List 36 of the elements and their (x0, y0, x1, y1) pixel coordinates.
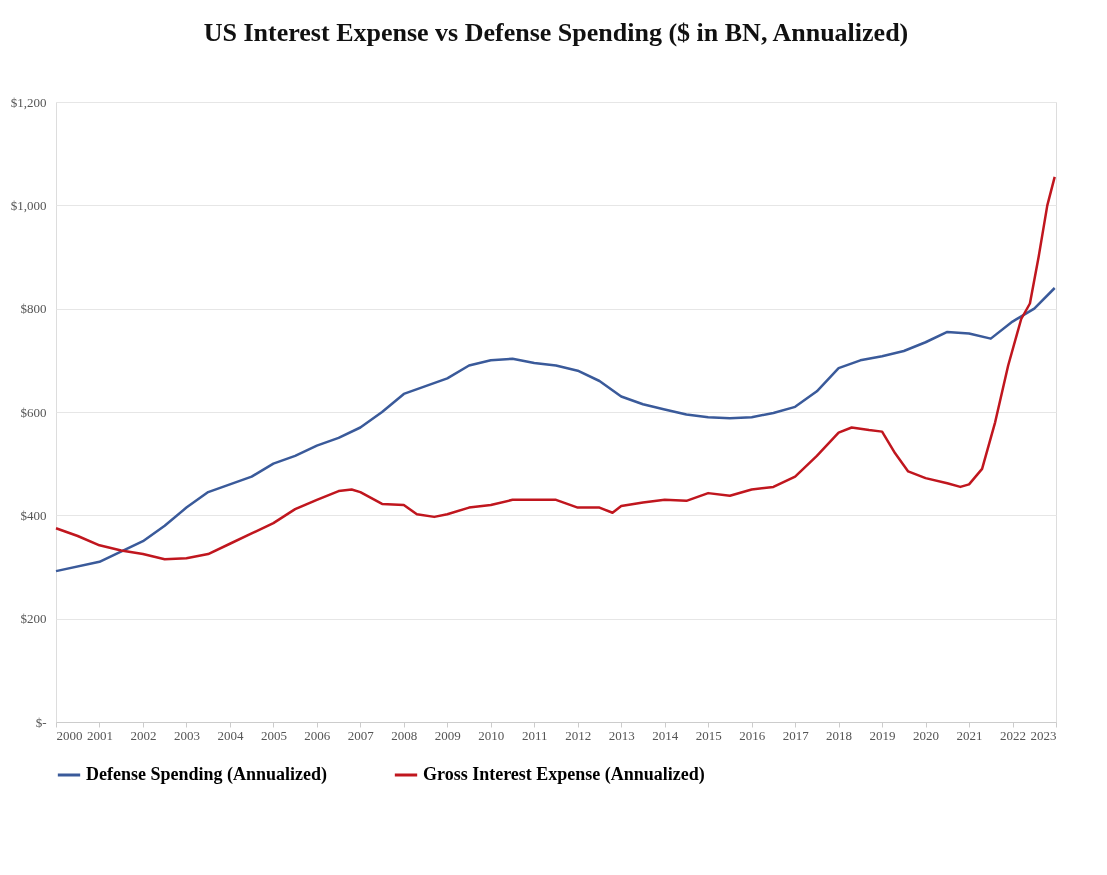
y-tick-label: $1,200 (10, 94, 47, 110)
x-tick-label: 2014 (652, 727, 679, 743)
y-tick-label: $1,000 (10, 197, 47, 213)
x-tick-label: 2001 (86, 727, 113, 743)
x-tick-label: 2022 (1000, 727, 1027, 743)
x-tick-label: 2017 (782, 727, 810, 743)
line-series (54, 175, 1056, 561)
x-tick-label: 2011 (522, 727, 548, 743)
x-tick-label: 2004 (217, 727, 244, 743)
x-tick-label: 2020 (913, 727, 940, 743)
x-tick-label: 2021 (956, 727, 983, 743)
x-tick-label: 2016 (739, 727, 766, 743)
y-tick-label: $800 (20, 301, 47, 317)
x-tick-label: 2003 (173, 727, 200, 743)
x-tick-label: 2009 (434, 727, 461, 743)
y-tick-label: $400 (20, 507, 47, 523)
chart-title: US Interest Expense vs Defense Spending ($ in BN, Annualized) (203, 18, 909, 47)
x-tick-label: 2000 (56, 727, 83, 743)
x-tick-label: 2008 (391, 727, 418, 743)
legend-label: Gross Interest Expense (Annualized) (423, 764, 705, 785)
x-tick-label: 2023 (1030, 727, 1057, 743)
x-tick-label: 2005 (260, 727, 287, 743)
y-tick-label: $200 (20, 611, 47, 627)
x-tick-label: 2010 (478, 727, 505, 743)
x-tick-label: 2006 (304, 727, 331, 743)
legend-label: Defense Spending (Annualized) (86, 764, 328, 785)
x-tick-label: 2018 (826, 727, 853, 743)
line-series (54, 286, 1056, 573)
x-tick-label: 2007 (347, 727, 375, 743)
x-tick-label: 2012 (565, 727, 592, 743)
y-tick-label: $600 (20, 404, 47, 420)
x-tick-label: 2002 (130, 727, 157, 743)
x-tick-label: 2013 (608, 727, 635, 743)
x-tick-label: 2019 (869, 727, 896, 743)
y-tick-label: $- (35, 714, 47, 730)
x-tick-label: 2015 (695, 727, 722, 743)
